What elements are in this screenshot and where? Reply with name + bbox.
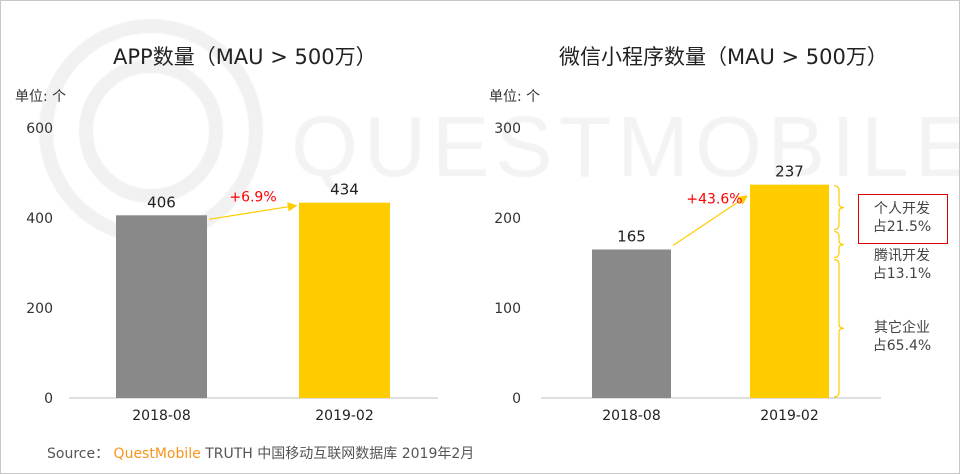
breakdown-tencent: 腾讯开发占13.1% <box>857 247 947 283</box>
bar-value-label: 237 <box>775 163 804 181</box>
growth-label: +43.6% <box>686 192 742 208</box>
bar-value-label: 434 <box>330 181 359 199</box>
breakdown-share: 占21.5% <box>872 219 932 235</box>
breakdown-share: 占65.4% <box>872 338 932 354</box>
y-tick-label: 600 <box>26 121 53 137</box>
bar-2019-02 <box>299 202 390 398</box>
brace-bracket <box>833 230 845 259</box>
bar-value-label: 165 <box>617 228 646 246</box>
chart-title-miniprogram: 微信小程序数量（MAU > 500万） <box>559 45 888 69</box>
brace-bracket <box>833 258 845 398</box>
breakdown-name: 个人开发 <box>874 201 930 217</box>
bar-value-label: 406 <box>147 193 176 211</box>
breakdown-other: 其它企业占65.4% <box>857 319 947 355</box>
breakdown-name: 腾讯开发 <box>874 248 930 264</box>
y-tick-label: 0 <box>44 391 53 407</box>
source-text: TRUTH 中国移动互联网数据库 2019年2月 <box>205 446 475 462</box>
unit-label-miniprogram: 单位: 个 <box>489 89 541 105</box>
growth-arrow <box>208 202 298 220</box>
bar-2018-08 <box>592 249 671 398</box>
y-tick-label: 200 <box>494 211 521 227</box>
source-label: Source： <box>47 446 110 462</box>
chart-title-app: APP数量（MAU > 500万） <box>113 45 377 69</box>
bar-2019-02 <box>750 184 829 398</box>
source-note: Source： QuestMobile TRUTH 中国移动互联网数据库 201… <box>47 443 474 463</box>
unit-label-app: 单位: 个 <box>15 89 67 105</box>
y-tick-label: 0 <box>512 391 521 407</box>
x-tick-label: 2019-02 <box>315 408 374 424</box>
highlight-box <box>858 194 948 244</box>
x-tick-label: 2018-08 <box>602 408 661 424</box>
y-tick-label: 100 <box>494 301 521 317</box>
y-tick-label: 200 <box>26 301 53 317</box>
brace-bracket <box>833 185 845 231</box>
x-tick-label: 2019-02 <box>760 408 819 424</box>
breakdown-personal: 个人开发占21.5% <box>857 200 947 236</box>
source-brand: QuestMobile <box>113 446 201 462</box>
breakdown-name: 其它企业 <box>874 320 930 336</box>
x-tick-label: 2018-08 <box>132 408 191 424</box>
growth-arrow <box>672 195 748 246</box>
growth-label: +6.9% <box>229 190 276 206</box>
y-tick-label: 400 <box>26 211 53 227</box>
bar-2018-08 <box>116 215 207 398</box>
breakdown-share: 占13.1% <box>872 266 932 282</box>
y-tick-label: 300 <box>494 121 521 137</box>
